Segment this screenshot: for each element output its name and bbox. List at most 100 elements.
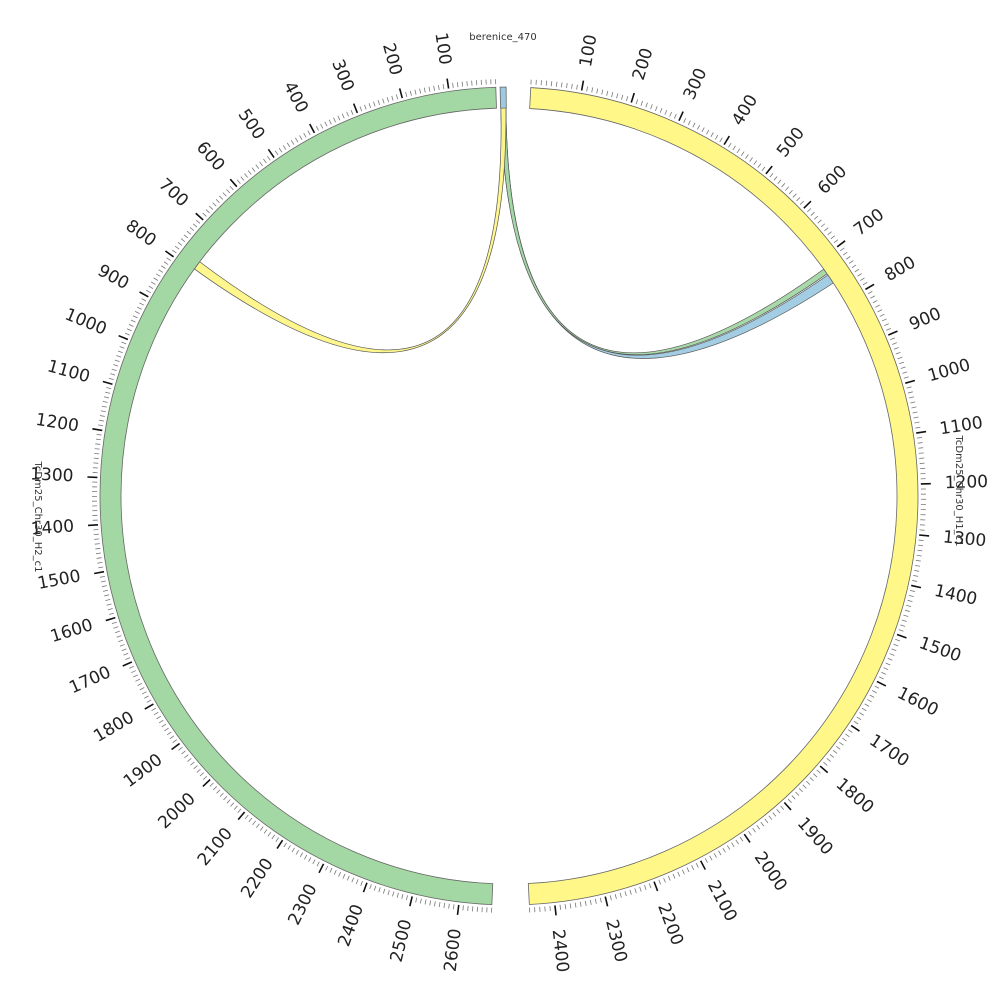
- minor-tick: [425, 900, 426, 905]
- minor-tick: [636, 99, 638, 104]
- minor-tick: [420, 89, 421, 94]
- minor-tick: [373, 102, 375, 107]
- minor-tick: [260, 827, 263, 831]
- minor-tick: [867, 699, 871, 701]
- minor-tick: [197, 769, 201, 772]
- minor-tick: [705, 858, 707, 862]
- minor-tick: [560, 905, 561, 910]
- minor-tick: [797, 197, 800, 201]
- tick-label: 2300: [601, 918, 631, 965]
- minor-tick: [263, 159, 266, 163]
- major-tick: [203, 780, 210, 787]
- minor-tick: [697, 125, 699, 129]
- minor-tick: [283, 145, 286, 149]
- minor-tick: [219, 196, 222, 200]
- minor-tick: [220, 793, 223, 797]
- minor-tick: [95, 444, 100, 445]
- major-tick: [820, 766, 828, 773]
- minor-tick: [580, 902, 581, 907]
- minor-tick: [881, 672, 886, 674]
- minor-tick: [241, 177, 244, 181]
- minor-tick: [115, 360, 120, 362]
- minor-tick: [287, 143, 290, 147]
- minor-tick: [113, 365, 118, 367]
- minor-tick: [597, 89, 598, 94]
- minor-tick: [296, 850, 299, 854]
- minor-tick: [276, 838, 279, 842]
- minor-tick: [457, 82, 458, 87]
- minor-tick: [392, 892, 393, 897]
- segment-name-h1: TcDm25_Chr30_H1_c1: [953, 435, 964, 547]
- minor-tick: [770, 173, 773, 177]
- minor-tick: [723, 848, 726, 852]
- minor-tick: [135, 311, 139, 313]
- minor-tick: [682, 870, 684, 875]
- minor-tick: [625, 891, 626, 896]
- minor-tick: [178, 242, 182, 245]
- minor-tick: [561, 82, 562, 87]
- major-tick: [916, 432, 926, 434]
- minor-tick: [834, 240, 838, 243]
- minor-tick: [727, 845, 730, 849]
- minor-tick: [551, 81, 552, 86]
- tick-label: 100: [430, 31, 455, 66]
- minor-tick: [908, 600, 913, 601]
- minor-tick: [216, 199, 220, 203]
- minor-tick: [131, 671, 136, 673]
- minor-tick: [741, 152, 744, 156]
- minor-tick: [706, 130, 708, 134]
- minor-tick: [688, 121, 690, 126]
- minor-tick: [919, 453, 924, 454]
- major-tick: [911, 585, 921, 587]
- minor-tick: [678, 872, 680, 877]
- minor-tick: [615, 894, 616, 899]
- minor-tick: [256, 824, 259, 828]
- minor-tick: [846, 256, 850, 259]
- minor-tick: [152, 708, 156, 711]
- tick-label: 600: [814, 162, 851, 199]
- minor-tick: [823, 762, 827, 765]
- minor-tick: [620, 893, 621, 898]
- minor-tick: [124, 653, 129, 655]
- minor-tick: [108, 609, 113, 610]
- minor-tick: [674, 114, 676, 119]
- minor-tick: [626, 96, 627, 101]
- minor-tick: [115, 631, 120, 633]
- minor-tick: [275, 151, 278, 155]
- minor-tick: [264, 829, 267, 833]
- minor-tick: [870, 296, 874, 298]
- minor-tick: [750, 158, 753, 162]
- minor-tick: [184, 235, 188, 238]
- minor-tick: [745, 155, 748, 159]
- tick-label: 1600: [48, 615, 95, 647]
- major-tick: [106, 618, 116, 621]
- minor-tick: [617, 93, 618, 98]
- minor-tick: [740, 837, 743, 841]
- minor-tick: [565, 904, 566, 909]
- minor-tick: [912, 580, 917, 581]
- minor-tick: [827, 758, 831, 761]
- tick-label: 1800: [90, 708, 137, 747]
- minor-tick: [361, 881, 363, 886]
- minor-tick: [98, 567, 103, 568]
- major-tick: [268, 149, 274, 157]
- minor-tick: [144, 696, 148, 698]
- tick-label: 1700: [66, 662, 114, 698]
- minor-tick: [824, 228, 828, 231]
- tick-label: 2100: [703, 877, 741, 925]
- minor-tick: [848, 730, 852, 733]
- major-tick: [877, 681, 886, 686]
- minor-tick: [774, 177, 777, 181]
- minor-tick: [142, 299, 146, 301]
- minor-tick: [649, 883, 651, 888]
- tick-label: 700: [850, 205, 888, 241]
- minor-tick: [167, 732, 171, 735]
- major-tick: [123, 662, 132, 666]
- minor-tick: [97, 558, 102, 559]
- minor-tick: [736, 840, 739, 844]
- minor-tick: [94, 453, 99, 454]
- tick-label: 500: [234, 105, 269, 143]
- minor-tick: [272, 835, 275, 839]
